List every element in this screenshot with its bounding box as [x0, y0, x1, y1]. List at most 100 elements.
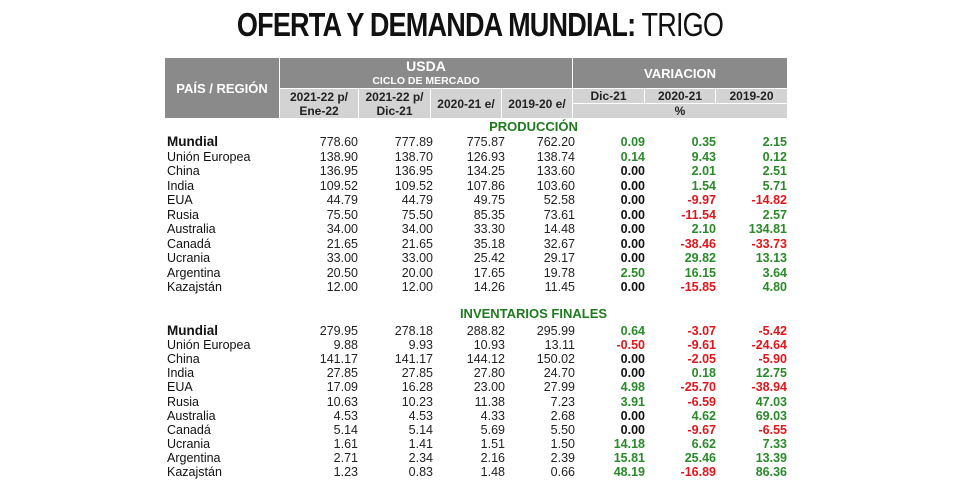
value-cell: 25.42: [473, 251, 505, 265]
row-label: EUA: [167, 193, 193, 207]
value-cell: 5.69: [480, 422, 505, 437]
variation-cell: -16.89: [680, 465, 716, 479]
table-row: Unión Europea 9.88 9.93 10.93 13.11 -0.50 -9.6…: [165, 338, 787, 352]
table-row: Ucrania 1.61 1.41 1.51 1.50 14.18 6.62 7.33: [165, 437, 787, 451]
value-cell: 27.99: [543, 380, 575, 395]
value-cell: 1.23: [333, 465, 358, 479]
value-cell: 777.89: [394, 135, 433, 149]
value-cell: 12.00: [401, 280, 433, 294]
value-cell: 10.63: [326, 394, 358, 409]
variation-cell: 2.50: [620, 265, 645, 280]
row-label: Ucrania: [167, 436, 211, 451]
value-cell: 27.85: [401, 366, 433, 381]
col2-line2: Dic-21: [376, 103, 413, 118]
variation-cell: 7.33: [762, 436, 787, 451]
value-cell: 29.17: [543, 251, 575, 265]
table-row: Ucrania 33.00 33.00 25.42 29.17 0.00 29.82 13.1…: [165, 251, 787, 265]
variation-cell: 2.57: [762, 207, 787, 222]
value-cell: 73.61: [543, 207, 575, 222]
col1-line1: 2021-22 p/: [289, 89, 349, 104]
value-cell: 1.61: [333, 436, 358, 451]
value-cell: 32.67: [543, 236, 575, 251]
variation-cell: 69.03: [755, 408, 787, 423]
col1-line2: Ene-22: [299, 103, 339, 118]
variation-cell: 4.62: [691, 408, 716, 423]
value-cell: 7.23: [550, 394, 575, 409]
row-label: Australia: [167, 408, 216, 423]
value-cell: 16.28: [401, 380, 433, 395]
value-cell: 33.00: [326, 251, 358, 265]
variation-cell: 0.00: [620, 207, 645, 222]
variation-cell: 0.64: [620, 324, 645, 338]
value-cell: 778.60: [319, 135, 358, 149]
variation-cell: -0.50: [616, 338, 646, 353]
variation-cell: -9.67: [687, 422, 717, 437]
value-cell: 762.20: [536, 135, 575, 149]
value-cell: 138.90: [319, 149, 358, 164]
col-header-4: 2019-20 e/: [502, 89, 572, 118]
table-row: Australia 4.53 4.53 4.33 2.68 0.00 4.62 69.03: [165, 409, 787, 423]
variation-cell: 2.10: [691, 222, 716, 236]
value-cell: 10.93: [473, 338, 505, 353]
variation-cell: 3.64: [762, 265, 787, 280]
variation-cell: 4.98: [620, 380, 645, 395]
value-cell: 1.48: [480, 465, 505, 479]
value-cell: 23.00: [473, 380, 505, 395]
var-header-1: Dic-21: [573, 89, 644, 103]
row-label: Ucrania: [167, 251, 211, 265]
table-row: Argentina 20.50 20.00 17.65 19.78 2.50 16.15 3.…: [165, 266, 787, 280]
row-label: Australia: [167, 222, 216, 236]
variation-cell: 0.00: [620, 222, 645, 236]
variation-cell: 9.43: [691, 149, 716, 164]
variation-cell: 0.00: [620, 193, 645, 207]
variation-cell: -14.82: [751, 193, 787, 207]
col2-line1: 2021-22 p/: [365, 89, 424, 104]
variation-cell: 2.01: [691, 164, 716, 178]
variation-cell: 0.00: [620, 280, 645, 294]
variation-cell: 16.15: [684, 265, 716, 280]
table-row: Rusia 75.50 75.50 85.35 73.61 0.00 -11.54 2.57: [165, 208, 787, 222]
value-cell: 14.48: [543, 222, 575, 236]
table-row: Argentina 2.71 2.34 2.16 2.39 15.81 25.46 13.39: [165, 451, 787, 465]
value-cell: 13.11: [544, 338, 575, 353]
variation-cell: 4.80: [762, 280, 787, 294]
row-label: Kazajstán: [167, 280, 222, 294]
value-cell: 27.80: [473, 366, 505, 381]
page-title: OFERTA Y DEMANDA MUNDIAL: TRIGO: [86, 6, 873, 44]
value-cell: 9.88: [333, 338, 358, 353]
variation-cell: -38.46: [680, 236, 716, 251]
value-cell: 5.14: [333, 422, 358, 437]
variation-cell: -11.54: [681, 207, 716, 222]
variation-cell: 6.62: [691, 436, 716, 451]
value-cell: 33.30: [473, 222, 505, 236]
variation-cell: 0.14: [620, 149, 645, 164]
row-label: EUA: [167, 380, 193, 395]
variation-cell: 0.00: [620, 236, 645, 251]
value-cell: 27.85: [326, 366, 358, 381]
value-cell: 295.99: [536, 324, 575, 338]
value-cell: 17.09: [326, 380, 358, 395]
table-row: Canadá 5.14 5.14 5.69 5.50 0.00 -9.67 -6.55: [165, 423, 787, 437]
value-cell: 2.71: [333, 450, 358, 465]
variation-cell: 2.51: [762, 164, 787, 178]
table-row: Mundial 778.60 777.89 775.87 762.20 0.09 0.35 2…: [165, 135, 787, 150]
variation-cell: 134.81: [748, 222, 787, 236]
variation-cell: -33.73: [751, 236, 787, 251]
row-label: India: [167, 178, 195, 193]
var-header-pct: %: [573, 104, 787, 118]
value-cell: 34.00: [326, 222, 358, 236]
value-cell: 21.65: [401, 236, 433, 251]
value-cell: 20.00: [401, 265, 433, 280]
variation-cell: 5.71: [762, 178, 787, 193]
value-cell: 134.25: [466, 164, 505, 178]
variation-cell: -6.59: [687, 394, 717, 409]
variation-cell: -9.97: [687, 193, 717, 207]
header-usda: USDA: [280, 58, 572, 74]
row-label: Unión Europea: [167, 149, 251, 164]
value-cell: 2.34: [408, 450, 433, 465]
value-cell: 12.00: [326, 280, 358, 294]
value-cell: 4.53: [408, 408, 433, 423]
table-row: EUA 44.79 44.79 49.75 52.58 0.00 -9.97 -14.82: [165, 193, 787, 207]
col-header-3: 2020-21 e/: [431, 89, 501, 118]
table-row: Unión Europea 138.90 138.70 126.93 138.74 0.1…: [165, 150, 787, 164]
